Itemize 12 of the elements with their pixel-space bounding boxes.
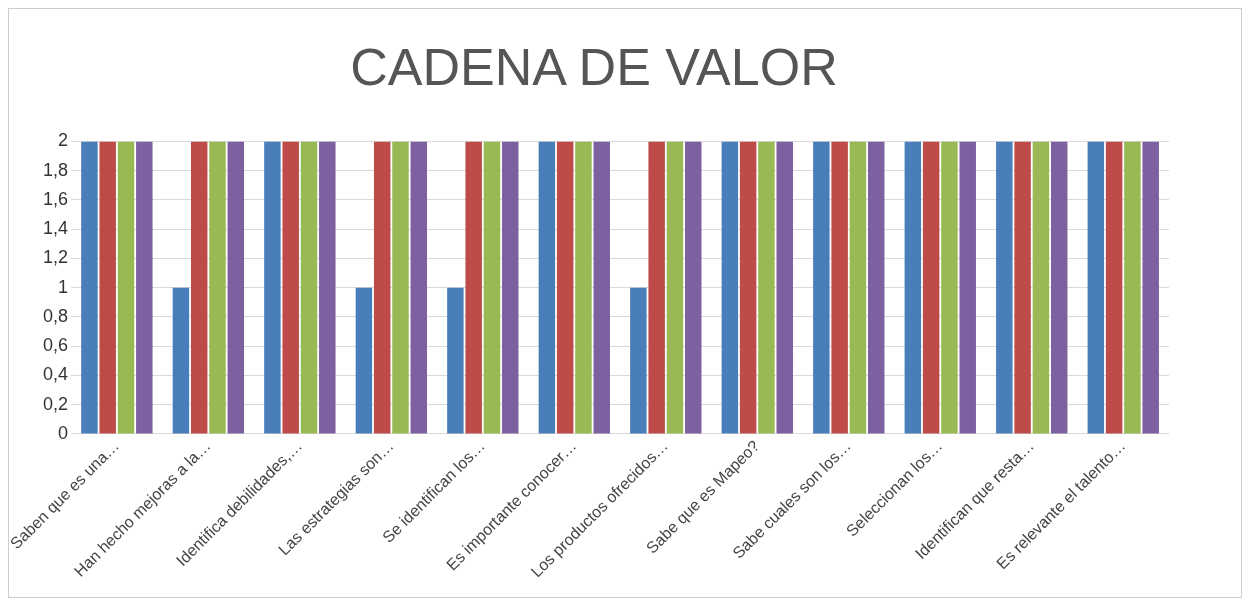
- y-tick-label: 2: [58, 130, 69, 151]
- y-tick-label: 1,4: [43, 218, 69, 239]
- y-tick-label: 1,6: [43, 188, 69, 209]
- y-tick-label: 1,8: [43, 159, 69, 180]
- chart-title: CADENA DE VALOR: [350, 37, 838, 96]
- y-tick-label: 0,8: [43, 305, 69, 326]
- y-tick-label: 1: [58, 276, 69, 297]
- y-tick-label: 1,2: [43, 247, 69, 268]
- y-tick-label: 0,2: [43, 393, 69, 414]
- y-tick-label: 0,4: [43, 364, 69, 385]
- y-tick-label: 0: [58, 422, 69, 443]
- y-tick-label: 0,6: [43, 335, 69, 356]
